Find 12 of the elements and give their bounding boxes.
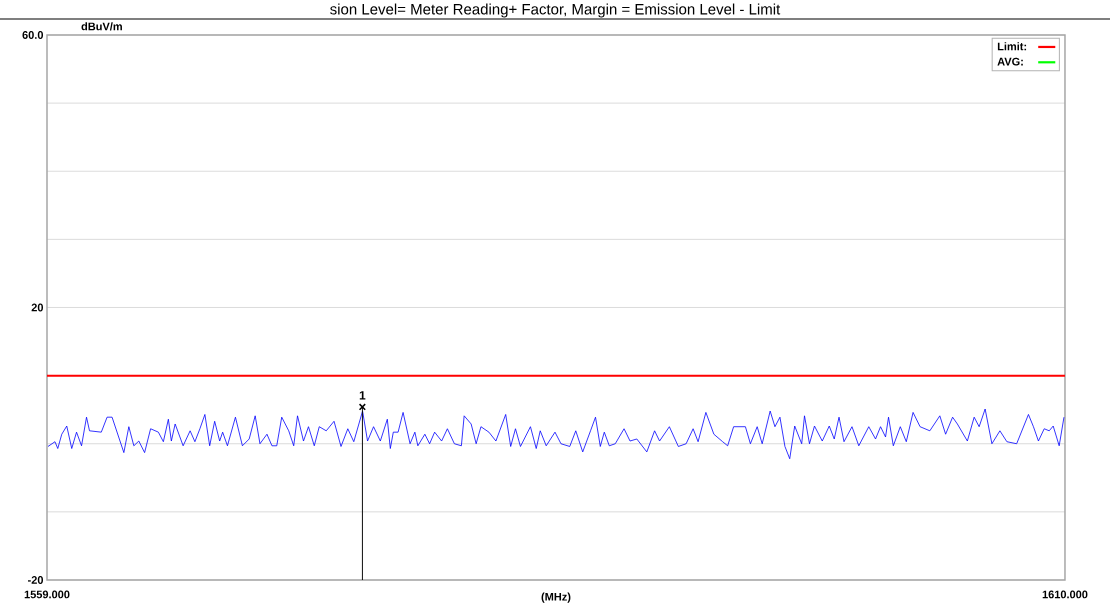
y-tick-label: -20 [27,576,44,584]
y-axis-title: dBuV/m [81,22,122,31]
chart-title: sion Level= Meter Reading+ Factor, Margin = Emission Level - Limit [330,3,781,18]
line-series [47,408,1065,460]
y-tick-label: 60.0 [22,31,44,39]
x-tick-label: 1559.000 [24,590,70,599]
legend-label: Limit: [997,42,1027,51]
legend-label: AVG: [997,57,1023,66]
annotation: 1 [359,391,366,400]
x-axis-title: (MHz) [541,592,571,603]
y-tick-label: 20 [31,303,44,312]
x-tick-label: 1610.000 [1042,590,1088,599]
